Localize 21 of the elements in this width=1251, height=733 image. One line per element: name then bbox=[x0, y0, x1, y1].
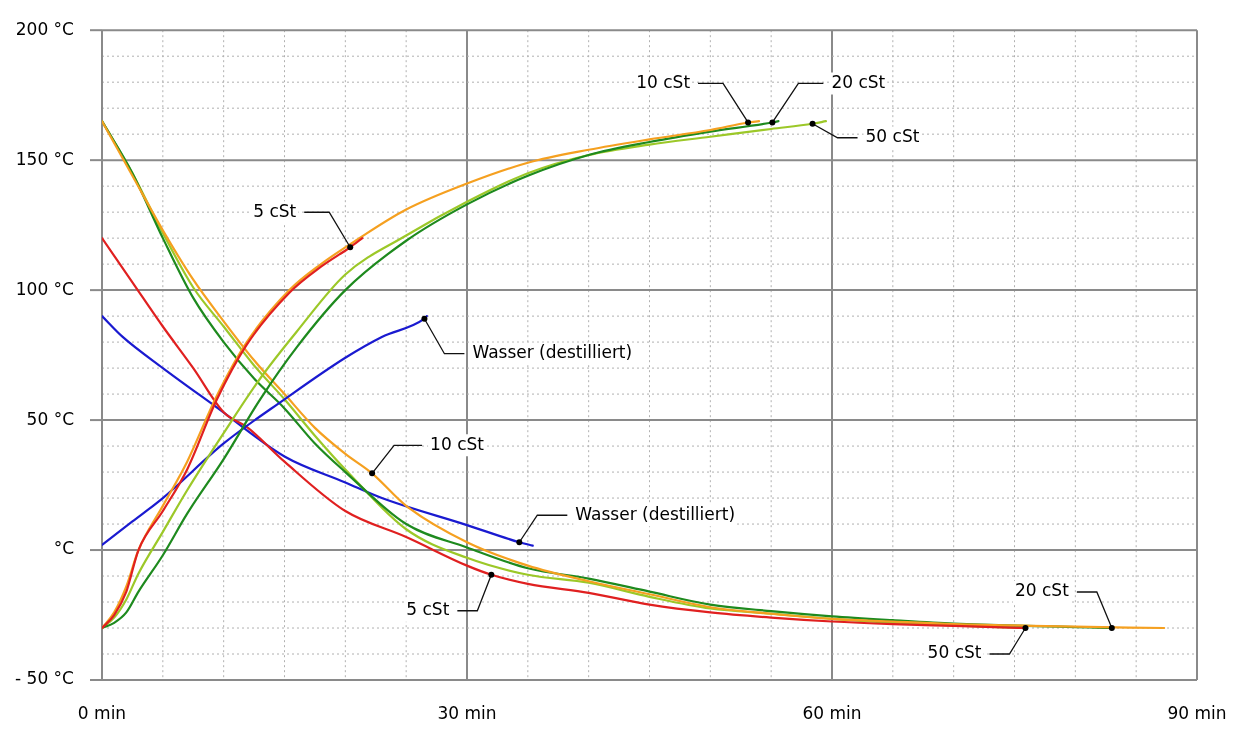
line-series bbox=[102, 315, 534, 547]
series-label: 20 cSt bbox=[1014, 580, 1070, 601]
y-tick-label: 100 °C bbox=[15, 278, 74, 299]
y-tick-label: °C bbox=[53, 538, 74, 559]
text: Wasser (destilliert) bbox=[472, 342, 633, 363]
x-tick-label: 90 min bbox=[1167, 702, 1227, 723]
series-label: 50 cSt bbox=[927, 642, 982, 663]
x-tick-label: 0 min bbox=[77, 702, 127, 723]
text: 50 cSt bbox=[865, 126, 920, 147]
text: Wasser (destilliert) bbox=[575, 503, 736, 524]
text: 20 cSt bbox=[831, 71, 886, 92]
text: 5 cSt bbox=[406, 599, 450, 620]
x-tick-label: 30 min bbox=[437, 702, 497, 723]
x-tick-label: 60 min bbox=[802, 702, 862, 723]
y-tick-label: - 50 °C bbox=[15, 668, 74, 689]
y-tick-label: 200 °C bbox=[15, 18, 74, 39]
y-tick-label: 150 °C bbox=[15, 148, 74, 169]
text: 10 cSt bbox=[636, 71, 691, 92]
text: 5 cSt bbox=[253, 200, 297, 221]
y-tick-label: 50 °C bbox=[26, 408, 74, 429]
text: 10 cSt bbox=[430, 433, 485, 454]
